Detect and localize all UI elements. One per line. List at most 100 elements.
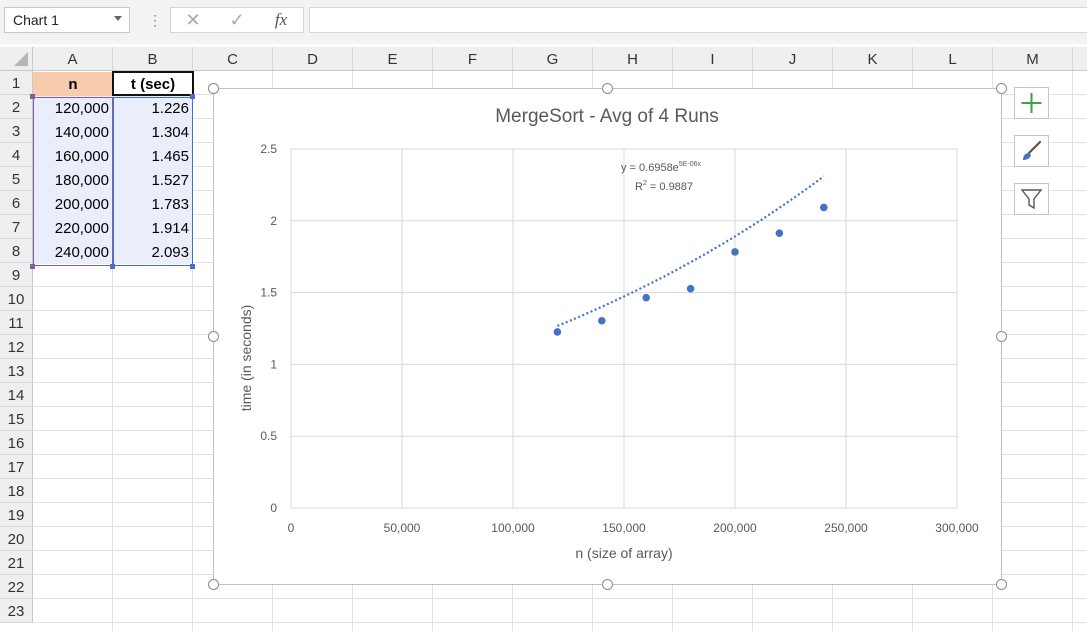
y-axis-title[interactable]: time (in seconds) xyxy=(238,305,254,412)
row-header-2[interactable]: 2 xyxy=(0,95,33,119)
chart-resize-handle[interactable] xyxy=(996,579,1007,590)
row-header-18[interactable]: 18 xyxy=(0,479,33,503)
column-header-m[interactable]: M xyxy=(993,47,1073,70)
chart-resize-handle[interactable] xyxy=(602,83,613,94)
row-header-11[interactable]: 11 xyxy=(0,311,33,335)
range-handle[interactable] xyxy=(190,94,195,99)
column-header-a[interactable]: A xyxy=(33,47,113,70)
chart-styles-button[interactable] xyxy=(1014,135,1049,167)
name-box-dropdown-icon[interactable] xyxy=(114,16,122,21)
column-header-j[interactable]: J xyxy=(753,47,833,70)
row-header-17[interactable]: 17 xyxy=(0,455,33,479)
row-header-6[interactable]: 6 xyxy=(0,191,33,215)
cell-t-value[interactable]: 1.527 xyxy=(113,168,193,192)
trendline-path[interactable] xyxy=(556,175,825,327)
column-header-f[interactable]: F xyxy=(433,47,513,70)
data-point[interactable] xyxy=(686,284,695,293)
formula-bar-resize-handle-icon[interactable]: ⋮ xyxy=(148,11,162,29)
range-handle[interactable] xyxy=(110,264,115,269)
cell-b1-header-t[interactable]: t (sec) xyxy=(113,72,193,96)
column-header-b[interactable]: B xyxy=(113,47,193,70)
column-header-i[interactable]: I xyxy=(673,47,753,70)
cell-n-value[interactable]: 180,000 xyxy=(33,168,113,192)
column-header-k[interactable]: K xyxy=(833,47,913,70)
chart-title[interactable]: MergeSort - Avg of 4 Runs xyxy=(495,106,719,127)
chart-elements-button[interactable] xyxy=(1014,87,1049,119)
range-handle[interactable] xyxy=(30,264,35,269)
range-handle[interactable] xyxy=(30,94,35,99)
data-point[interactable] xyxy=(731,248,739,256)
cell-n-value[interactable]: 240,000 xyxy=(33,240,113,264)
name-box[interactable]: Chart 1 xyxy=(4,7,130,33)
chart-resize-handle[interactable] xyxy=(208,331,219,342)
column-header-g[interactable]: G xyxy=(513,47,593,70)
select-all-icon[interactable] xyxy=(14,52,28,66)
data-point[interactable] xyxy=(553,328,562,336)
row-header-22[interactable]: 22 xyxy=(0,575,33,599)
cell-t-value[interactable]: 1.783 xyxy=(113,192,193,216)
column-header-l[interactable]: L xyxy=(913,47,993,70)
y-tick-label: 0 xyxy=(270,501,277,515)
column-header-c[interactable]: C xyxy=(193,47,273,70)
cell-t-value[interactable]: 2.093 xyxy=(113,240,193,264)
active-cell-border xyxy=(112,71,194,96)
chart-filters-button[interactable] xyxy=(1014,183,1049,215)
row-header-7[interactable]: 7 xyxy=(0,215,33,239)
y-tick-label: 2 xyxy=(270,214,277,228)
chart-resize-handle[interactable] xyxy=(996,83,1007,94)
data-point[interactable] xyxy=(598,316,606,325)
trendline[interactable] xyxy=(556,175,825,327)
row-header-16[interactable]: 16 xyxy=(0,431,33,455)
row-header-23[interactable]: 23 xyxy=(0,599,33,623)
row-header-10[interactable]: 10 xyxy=(0,287,33,311)
chart-resize-handle[interactable] xyxy=(208,83,219,94)
row-header-1[interactable]: 1 xyxy=(0,71,33,95)
column-header-d[interactable]: D xyxy=(273,47,353,70)
cell-t-value[interactable]: 1.304 xyxy=(113,120,193,144)
data-point[interactable] xyxy=(775,229,784,237)
chart-resize-handle[interactable] xyxy=(996,331,1007,342)
column-header-h[interactable]: H xyxy=(593,47,673,70)
cell-n-value[interactable]: 140,000 xyxy=(33,120,113,144)
cell-n-value[interactable]: 200,000 xyxy=(33,192,113,216)
row-header-3[interactable]: 3 xyxy=(0,119,33,143)
cell-n-value[interactable]: 160,000 xyxy=(33,144,113,168)
row-header-21[interactable]: 21 xyxy=(0,551,33,575)
chart-area[interactable]: 0 50,000 100,000 150,000 200,000 250,000 300,0… xyxy=(213,88,1002,585)
cell-t-value[interactable]: 1.226 xyxy=(113,96,193,120)
data-series[interactable] xyxy=(553,203,828,336)
cell-n-value[interactable]: 120,000 xyxy=(33,96,113,120)
r-squared-prefix: R xyxy=(635,181,643,193)
formula-input[interactable] xyxy=(309,7,1087,33)
data-point[interactable] xyxy=(642,293,650,302)
trendline-equation[interactable]: y = 0.6958e5E-06x xyxy=(621,161,701,174)
trendline-r-squared[interactable]: R2 = 0.9887 xyxy=(635,180,693,193)
row-header-8[interactable]: 8 xyxy=(0,239,33,263)
row-header-9[interactable]: 9 xyxy=(0,263,33,287)
range-handle[interactable] xyxy=(190,264,195,269)
chart-resize-handle[interactable] xyxy=(208,579,219,590)
add-chart-element-icon xyxy=(1021,93,1042,113)
cell-n-value[interactable]: 220,000 xyxy=(33,216,113,240)
row-header-13[interactable]: 13 xyxy=(0,359,33,383)
insert-function-icon[interactable]: fx xyxy=(274,10,288,29)
cell-t-value[interactable]: 1.465 xyxy=(113,144,193,168)
cell-a1-header-n[interactable]: n xyxy=(33,72,113,96)
x-axis-title[interactable]: n (size of array) xyxy=(575,545,672,561)
row-header-4[interactable]: 4 xyxy=(0,143,33,167)
row-header-20[interactable]: 20 xyxy=(0,527,33,551)
enter-icon[interactable]: ✓ xyxy=(229,10,245,30)
row-header-15[interactable]: 15 xyxy=(0,407,33,431)
data-point[interactable] xyxy=(820,203,828,212)
y-axis-ticks: 0 0.5 1 1.5 2 2.5 xyxy=(260,142,277,515)
row-header-14[interactable]: 14 xyxy=(0,383,33,407)
row-header-5[interactable]: 5 xyxy=(0,167,33,191)
row-header-12[interactable]: 12 xyxy=(0,335,33,359)
chart-resize-handle[interactable] xyxy=(602,579,613,590)
cell-t-value[interactable]: 1.914 xyxy=(113,216,193,240)
column-header-e[interactable]: E xyxy=(353,47,433,70)
x-tick-label: 200,000 xyxy=(713,521,757,535)
row-header-19[interactable]: 19 xyxy=(0,503,33,527)
trendline-equation-prefix: y = 0.6958e xyxy=(621,162,679,174)
cancel-icon[interactable]: ✕ xyxy=(185,10,201,30)
